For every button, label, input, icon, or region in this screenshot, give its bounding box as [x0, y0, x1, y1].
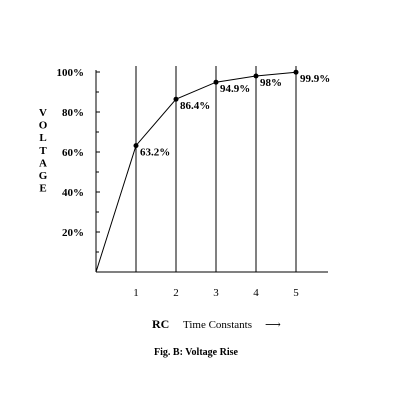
y-tick-label: 100%: [57, 67, 85, 79]
data-point: [253, 73, 259, 79]
figure-caption: Fig. B: Voltage Rise: [154, 347, 238, 358]
x-tick-label: 1: [133, 287, 139, 299]
y-tick-label: 80%: [62, 107, 84, 119]
y-axis-label-letter: V: [39, 107, 47, 119]
data-label: 86.4%: [180, 100, 210, 112]
data-label: 94.9%: [220, 83, 250, 95]
x-axis-label-rc: RC: [152, 317, 169, 331]
data-label: 99.9%: [300, 73, 330, 85]
x-tick-label: 4: [253, 287, 259, 299]
y-tick-label: 40%: [62, 187, 84, 199]
data-label: 98%: [260, 77, 282, 89]
y-axis-ticks: 20% 40% 60% 80% 100%: [57, 67, 100, 253]
vertical-gridlines: [135, 66, 297, 272]
y-axis-label-letter: A: [39, 157, 47, 169]
voltage-curve-line: [95, 71, 297, 273]
x-tick-label: 3: [213, 287, 219, 299]
x-axis-label-time-constants: Time Constants: [183, 319, 252, 331]
x-tick-label: 5: [293, 287, 299, 299]
data-points: 63.2% 86.4% 94.9% 98% 99.9%: [133, 69, 330, 159]
y-axis-label-letter: T: [39, 145, 47, 157]
x-axis-ticks: 1 2 3 4 5: [133, 287, 299, 299]
y-tick-label: 20%: [62, 227, 84, 239]
data-point: [213, 79, 219, 85]
y-axis-label-letter: E: [39, 183, 46, 195]
data-label: 63.2%: [140, 147, 170, 159]
y-axis-label-letter: O: [39, 120, 48, 132]
data-point: [133, 143, 139, 149]
x-axis-arrow: ⟶: [265, 319, 281, 331]
data-point: [293, 69, 299, 75]
x-tick-label: 2: [173, 287, 179, 299]
y-axis-label-letter: G: [39, 170, 48, 182]
data-point: [173, 96, 179, 102]
y-axis-label-letter: L: [39, 132, 46, 144]
y-tick-label: 60%: [62, 147, 84, 159]
